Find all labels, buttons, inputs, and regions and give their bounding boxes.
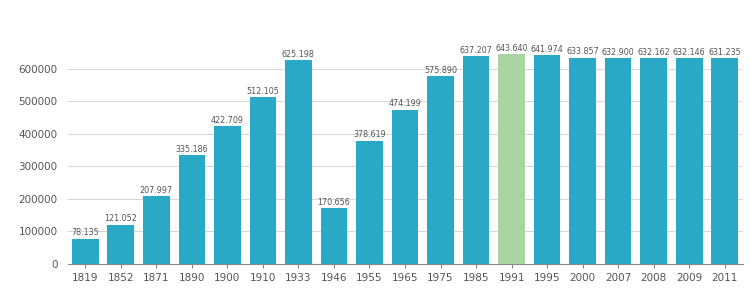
Text: 378.619: 378.619 [353,130,386,140]
Text: 632.162: 632.162 [638,48,670,57]
Bar [640,58,667,264]
Text: 631.235: 631.235 [708,48,741,57]
Text: 625.198: 625.198 [282,50,315,59]
Bar [321,208,347,264]
Bar [250,97,276,264]
Text: 474.199: 474.199 [388,99,422,108]
Text: 633.857: 633.857 [566,47,599,56]
Text: 641.974: 641.974 [531,45,563,54]
Bar [178,155,206,264]
Bar [72,238,98,264]
Bar [569,58,596,264]
Text: 78.135: 78.135 [71,228,99,237]
Text: 207.997: 207.997 [140,186,173,195]
Bar [107,225,134,264]
Bar [143,196,170,264]
Text: 512.105: 512.105 [247,87,279,96]
Bar [712,58,738,264]
Bar [498,54,525,264]
Bar [285,60,312,264]
Text: 575.890: 575.890 [424,66,457,75]
Text: 643.640: 643.640 [495,44,528,53]
Text: 632.900: 632.900 [602,48,634,57]
Bar [356,141,382,264]
Text: 170.656: 170.656 [317,198,350,207]
Text: 422.709: 422.709 [211,116,244,125]
Text: 121.052: 121.052 [104,214,137,223]
Text: 637.207: 637.207 [460,46,493,55]
Text: 335.186: 335.186 [176,145,208,154]
Bar [676,58,703,264]
Bar [604,58,631,264]
Bar [463,56,490,264]
Bar [214,126,241,264]
Bar [534,55,560,264]
Text: 632.146: 632.146 [673,48,706,57]
Bar [392,110,418,264]
Bar [427,76,454,264]
